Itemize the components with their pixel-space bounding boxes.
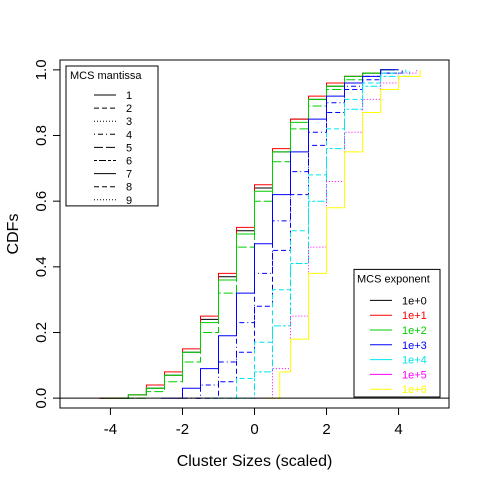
legend-exponent-label: 1e+4 (402, 355, 427, 367)
legend-exponent-label: 1e+0 (402, 295, 427, 307)
legend-mantissa-label: 8 (126, 182, 132, 194)
legend-exponent-label: 1e+6 (402, 384, 427, 396)
x-axis: -4 -2 0 2 4 (104, 407, 403, 438)
legend-mantissa-label: 1 (126, 90, 132, 102)
x-tick-label: -4 (104, 421, 117, 438)
legend-mantissa-label: 4 (126, 129, 132, 141)
legend-exponent: MCS exponent 1e+01e+11e+21e+31e+41e+51e+… (353, 268, 441, 398)
x-tick-label: -2 (176, 421, 189, 438)
cdf-curve-1e+2-m5 (124, 69, 399, 399)
legend-mantissa-label: 6 (126, 156, 132, 168)
cdf-curve-1e+4-m6 (229, 69, 410, 399)
y-tick-label: 0.0 (33, 388, 50, 409)
legend-exponent-box (353, 268, 441, 398)
x-tick-label: 4 (394, 421, 402, 438)
x-tick-label: 2 (322, 421, 330, 438)
legend-exponent-title: MCS exponent (357, 273, 430, 285)
legend-exponent-label: 1e+2 (402, 325, 427, 337)
legend-mantissa-label: 5 (126, 142, 132, 154)
y-tick-label: 1.0 (33, 59, 50, 80)
legend-mantissa-label: 2 (126, 103, 132, 115)
cdf-curve-1e+3-m1 (160, 69, 399, 399)
legend-mantissa-box (65, 65, 159, 207)
legend-mantissa-label: 9 (126, 195, 132, 207)
y-axis: 0.0 0.2 0.4 0.6 0.8 1.0 (33, 59, 61, 409)
x-axis-title: Cluster Sizes (scaled) (177, 453, 333, 470)
legend-exponent-entries: 1e+0 1e+1 1e+2 1e+3 1e+4 1e+5 1e+6 (370, 295, 427, 396)
legend-mantissa-label: 3 (126, 116, 132, 128)
cdf-curve-1e+4-m2 (211, 69, 407, 399)
legend-exponent-label: 1e+1 (402, 310, 427, 322)
y-axis-title: CDFs (5, 214, 22, 255)
x-tick-label: 0 (250, 421, 258, 438)
legend-exponent-label: 1e+3 (402, 340, 427, 352)
y-tick-label: 0.2 (33, 322, 50, 343)
legend-mantissa-title: MCS mantissa (70, 70, 142, 82)
y-tick-label: 0.6 (33, 191, 50, 212)
y-tick-label: 0.8 (33, 125, 50, 146)
cdf-curve-1e+6-m1 (265, 69, 421, 399)
legend-exponent-label: 1e+5 (402, 369, 427, 381)
series-group (99, 69, 421, 399)
legend-mantissa-label: 7 (126, 169, 132, 181)
y-tick-label: 0.4 (33, 256, 50, 277)
